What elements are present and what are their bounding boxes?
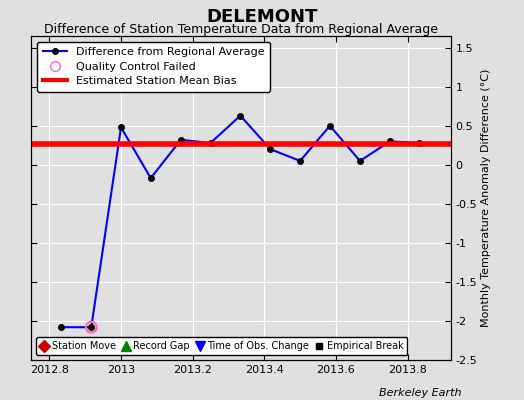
Legend: Station Move, Record Gap, Time of Obs. Change, Empirical Break: Station Move, Record Gap, Time of Obs. C… <box>36 337 408 355</box>
Text: Berkeley Earth: Berkeley Earth <box>379 388 461 398</box>
Title: Difference of Station Temperature Data from Regional Average: Difference of Station Temperature Data f… <box>44 23 438 36</box>
Text: DELEMONT: DELEMONT <box>206 8 318 26</box>
Point <box>87 324 95 330</box>
Y-axis label: Monthly Temperature Anomaly Difference (°C): Monthly Temperature Anomaly Difference (… <box>482 69 492 327</box>
